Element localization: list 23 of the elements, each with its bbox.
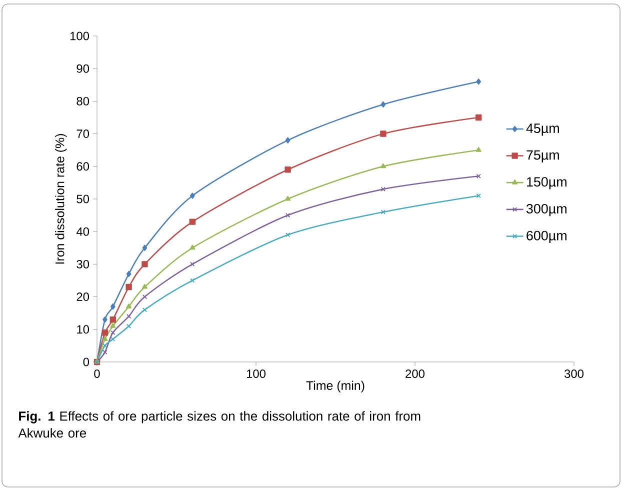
x-axis-title: Time (min) <box>306 380 364 392</box>
legend-label: 300µm <box>526 204 566 216</box>
text: Fig. 1 Effects of ore particle sizes on the dissolution rate of iron from Akwuke ore <box>18 411 420 438</box>
y-tick-label: 50 <box>76 194 90 204</box>
y-tick-label: 10 <box>77 325 90 334</box>
y-tick-label: 80 <box>76 96 90 106</box>
y-tick-label: 30 <box>76 260 90 268</box>
legend-label: 75µm <box>526 150 559 162</box>
y-axis-title: Iron dissolution rate (%) <box>55 134 67 264</box>
legend-label: 600µm <box>526 230 566 244</box>
x-tick-label: 100 <box>246 370 266 378</box>
y-tick-label: 0 <box>83 358 90 366</box>
y-tick-label: 90 <box>76 64 90 73</box>
y-tick-label: 40 <box>76 227 90 236</box>
x-tick-label: 0 <box>94 370 100 378</box>
x-tick-label: 300 <box>564 370 584 378</box>
y-tick-label: 60 <box>76 162 90 171</box>
legend-label: 45µm <box>526 124 559 136</box>
y-tick-label: 20 <box>76 292 90 302</box>
y-tick-label: 100 <box>70 32 90 40</box>
y-tick-label: 70 <box>76 130 90 138</box>
legend-label: 150µm <box>526 177 566 190</box>
x-tick-label: 200 <box>406 370 425 378</box>
